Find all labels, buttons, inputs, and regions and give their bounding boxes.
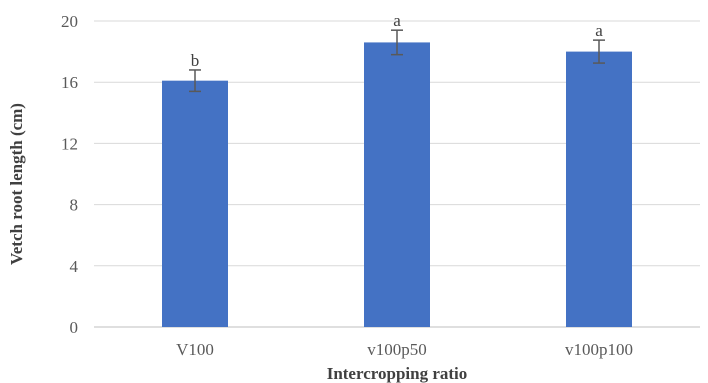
y-tick-label: 12 [61,134,78,153]
y-axis-title: Vetch root length (cm) [7,103,26,265]
bar [162,80,228,327]
significance-letter: a [393,11,401,30]
error-bar [593,39,605,64]
x-tick-labels: V100 v100p50 v100p100 [176,340,633,359]
bars [162,42,632,328]
error-bars [189,29,605,93]
y-tick-labels: 0 4 8 12 16 20 [61,12,79,337]
significance-letter: b [191,51,200,70]
significance-letters: b a a [191,11,603,70]
error-bar [189,69,201,93]
y-tick-label: 4 [70,257,79,276]
bar [364,42,430,328]
significance-letter: a [595,21,603,40]
y-tick-label: 8 [70,196,79,215]
x-axis-title: Intercropping ratio [327,364,468,383]
y-tick-label: 16 [61,73,78,92]
error-bar [391,29,403,56]
y-tick-label: 20 [61,12,78,31]
x-tick-label: v100p50 [367,340,427,359]
x-tick-label: V100 [176,340,214,359]
x-tick-label: v100p100 [565,340,633,359]
bar [566,51,632,327]
y-tick-label: 0 [70,318,79,337]
